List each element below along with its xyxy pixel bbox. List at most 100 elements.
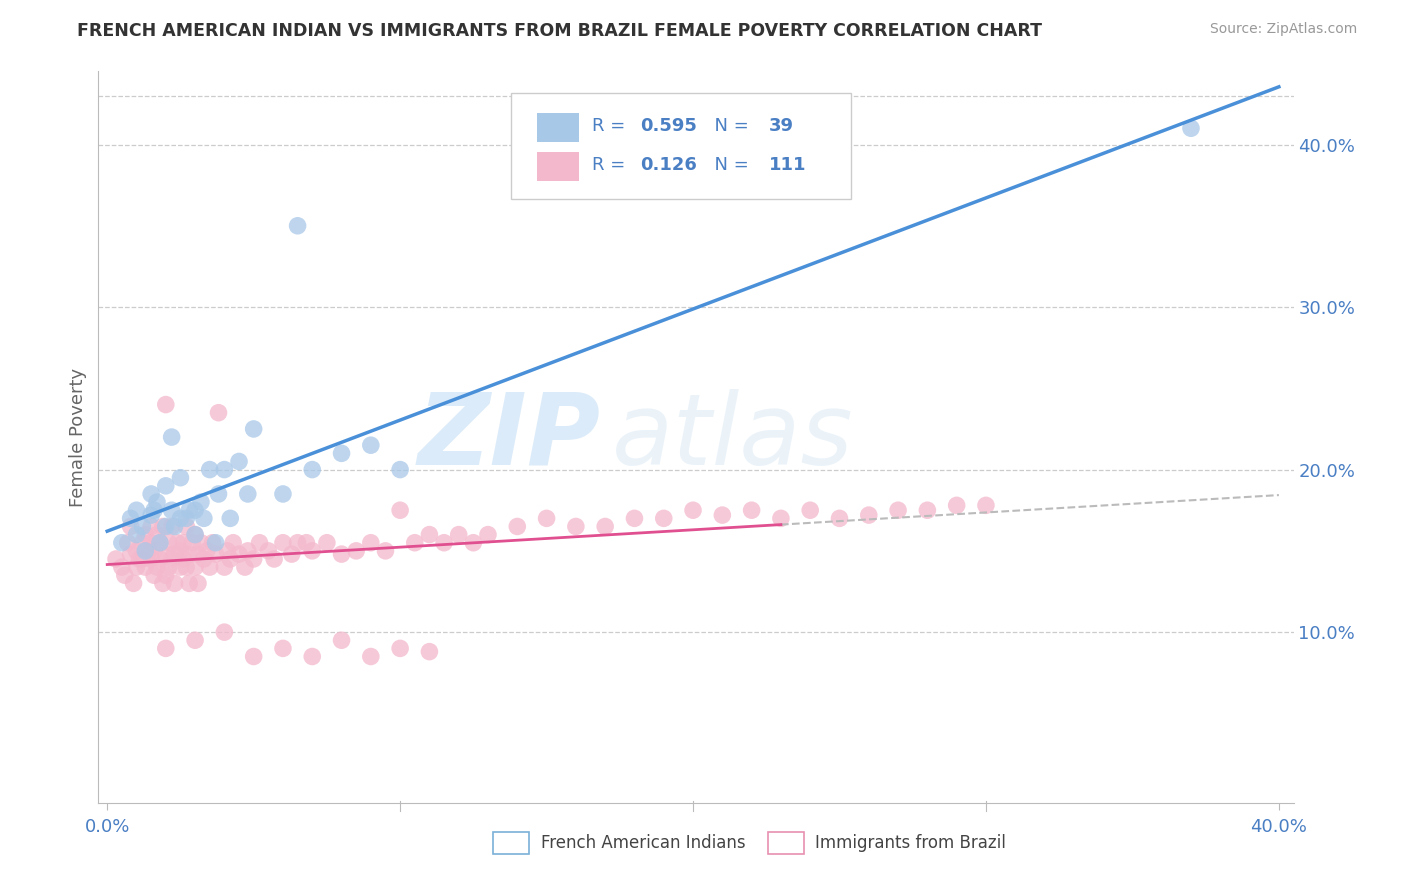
Point bbox=[389, 503, 412, 517]
Point bbox=[214, 462, 236, 476]
Point bbox=[204, 547, 226, 561]
Text: ZIP: ZIP bbox=[418, 389, 600, 485]
Point bbox=[418, 527, 440, 541]
Point bbox=[271, 641, 294, 656]
Point bbox=[152, 519, 174, 533]
Text: 39: 39 bbox=[769, 117, 794, 136]
Point bbox=[330, 446, 353, 460]
Point bbox=[330, 547, 353, 561]
Point bbox=[146, 495, 169, 509]
Point bbox=[184, 527, 207, 541]
Point bbox=[114, 568, 136, 582]
Point bbox=[389, 641, 412, 656]
Point bbox=[360, 438, 382, 452]
Point bbox=[193, 511, 215, 525]
Point bbox=[204, 535, 226, 549]
Point bbox=[157, 560, 180, 574]
Point bbox=[858, 508, 880, 522]
Point bbox=[146, 527, 169, 541]
Point bbox=[122, 576, 145, 591]
Point bbox=[141, 552, 163, 566]
Point bbox=[887, 503, 910, 517]
Point bbox=[217, 544, 239, 558]
Point bbox=[155, 568, 177, 582]
Point bbox=[360, 535, 382, 549]
Point bbox=[184, 503, 207, 517]
Point bbox=[120, 511, 142, 525]
Point bbox=[152, 576, 174, 591]
Point bbox=[198, 462, 221, 476]
Point bbox=[128, 552, 150, 566]
Point bbox=[105, 552, 127, 566]
Text: N =: N = bbox=[703, 156, 755, 174]
Point bbox=[344, 544, 367, 558]
Text: 0.595: 0.595 bbox=[640, 117, 697, 136]
Point bbox=[769, 511, 792, 525]
Point bbox=[149, 535, 172, 549]
Point bbox=[169, 544, 191, 558]
Point bbox=[222, 535, 245, 549]
FancyBboxPatch shape bbox=[510, 94, 852, 200]
Point bbox=[163, 576, 186, 591]
Point bbox=[120, 519, 142, 533]
Point bbox=[281, 547, 304, 561]
Text: French American Indians: French American Indians bbox=[541, 834, 745, 852]
Point bbox=[187, 547, 209, 561]
Point bbox=[141, 487, 163, 501]
Point bbox=[207, 487, 229, 501]
Point bbox=[682, 503, 704, 517]
Point bbox=[301, 544, 323, 558]
Point bbox=[131, 519, 153, 533]
Point bbox=[125, 527, 148, 541]
Point bbox=[141, 508, 163, 522]
Point bbox=[163, 547, 186, 561]
Point bbox=[214, 625, 236, 640]
Point bbox=[134, 560, 156, 574]
Point bbox=[201, 535, 224, 549]
Point bbox=[184, 633, 207, 648]
Point bbox=[131, 552, 153, 566]
Point bbox=[477, 527, 499, 541]
Point bbox=[799, 503, 821, 517]
Point bbox=[219, 511, 242, 525]
Point bbox=[828, 511, 851, 525]
Point bbox=[447, 527, 470, 541]
Point bbox=[111, 560, 134, 574]
Point bbox=[174, 560, 197, 574]
Point bbox=[536, 511, 558, 525]
Point bbox=[228, 547, 250, 561]
Point bbox=[945, 499, 967, 513]
FancyBboxPatch shape bbox=[494, 832, 529, 854]
FancyBboxPatch shape bbox=[768, 832, 804, 854]
Point bbox=[257, 544, 280, 558]
Point bbox=[155, 398, 177, 412]
Point bbox=[179, 547, 201, 561]
Point bbox=[125, 544, 148, 558]
Point bbox=[143, 503, 166, 517]
Point bbox=[263, 552, 285, 566]
Point bbox=[155, 641, 177, 656]
Point bbox=[330, 633, 353, 648]
Point bbox=[1180, 121, 1202, 136]
Point bbox=[249, 535, 271, 549]
Point bbox=[117, 535, 139, 549]
Point bbox=[623, 511, 645, 525]
Point bbox=[172, 552, 194, 566]
Point bbox=[169, 471, 191, 485]
Y-axis label: Female Poverty: Female Poverty bbox=[69, 368, 87, 507]
Point bbox=[315, 535, 337, 549]
Point bbox=[433, 535, 456, 549]
Point bbox=[143, 568, 166, 582]
Point bbox=[360, 649, 382, 664]
Text: Source: ZipAtlas.com: Source: ZipAtlas.com bbox=[1209, 22, 1357, 37]
Point bbox=[125, 560, 148, 574]
Text: FRENCH AMERICAN INDIAN VS IMMIGRANTS FROM BRAZIL FEMALE POVERTY CORRELATION CHAR: FRENCH AMERICAN INDIAN VS IMMIGRANTS FRO… bbox=[77, 22, 1042, 40]
Point bbox=[141, 519, 163, 533]
Point bbox=[120, 547, 142, 561]
Point bbox=[219, 552, 242, 566]
Point bbox=[169, 511, 191, 525]
Point bbox=[149, 552, 172, 566]
Point bbox=[404, 535, 426, 549]
Point bbox=[190, 535, 212, 549]
Point bbox=[160, 503, 183, 517]
